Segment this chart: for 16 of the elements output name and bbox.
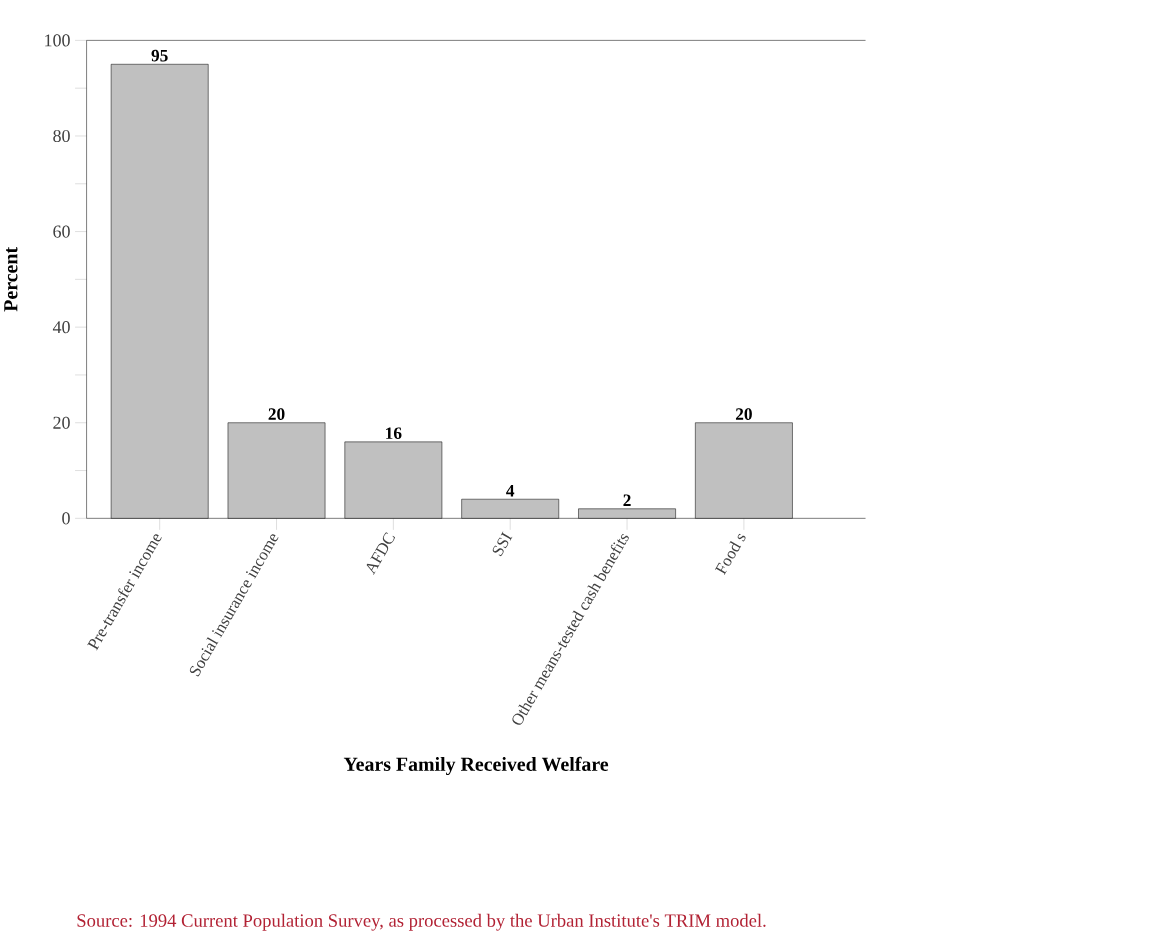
- data-label: 4: [506, 484, 515, 497]
- y-tick-label: 0: [62, 512, 70, 525]
- source-note: Source: 1994 Current Population Survey, as processed by the Urban Institute's TRIM model.: [77, 913, 766, 931]
- y-tick-label: 40: [52, 320, 70, 334]
- data-label: 2: [623, 494, 631, 506]
- y-axis-title: Percent: [4, 246, 18, 312]
- y-tick-label: 100: [45, 34, 70, 47]
- y-tick-label: 80: [53, 129, 70, 142]
- data-label: 95: [151, 49, 168, 62]
- data-label: 20: [268, 408, 285, 420]
- y-tick-label: 20: [53, 416, 70, 429]
- x-axis-title: Years Family Received Welfare: [343, 756, 609, 775]
- data-label: 16: [386, 427, 402, 439]
- data-label: 20: [735, 408, 752, 420]
- y-tick-label: 60: [53, 225, 70, 238]
- x-tick-label: SSI: [492, 531, 513, 557]
